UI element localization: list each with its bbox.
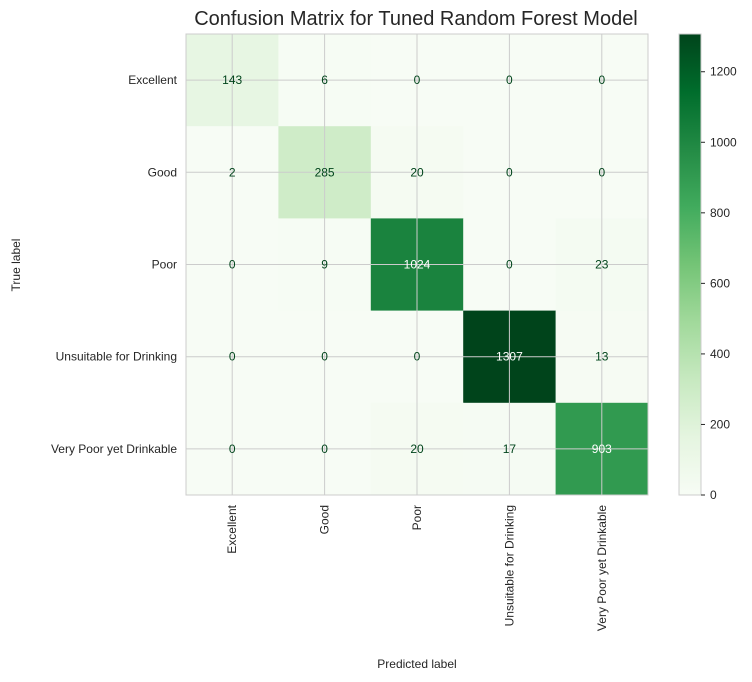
y-axis-label: True label <box>9 239 23 292</box>
cell-value-label: 0 <box>229 258 236 272</box>
cell-value-label: 0 <box>506 258 513 272</box>
x-tick-label: Poor <box>410 505 424 530</box>
cell-value-label: 17 <box>503 442 517 456</box>
cell-value-label: 13 <box>595 350 609 364</box>
cell-value-label: 0 <box>598 73 605 87</box>
cell-value-label: 9 <box>321 258 328 272</box>
cell-value-label: 20 <box>410 165 424 179</box>
gridlines <box>186 34 648 495</box>
cell-value-label: 1307 <box>496 350 523 364</box>
cell-value-label: 0 <box>414 73 421 87</box>
cell-value-label: 0 <box>506 165 513 179</box>
cell-value-label: 0 <box>229 442 236 456</box>
y-tick-labels: Excellent Good Poor Unsuitable for Drinking… <box>51 73 178 456</box>
y-tick-label: Unsuitable for Drinking <box>56 350 177 364</box>
cell-value-label: 23 <box>595 258 609 272</box>
colorbar-tick-label: 800 <box>710 206 730 220</box>
plot-frame <box>185 33 649 496</box>
cell-value-label: 20 <box>410 442 424 456</box>
cell-value-label: 0 <box>321 350 328 364</box>
colorbar <box>678 33 702 496</box>
colorbar-tick-label: 1000 <box>710 135 737 149</box>
y-tick-label: Good <box>148 165 177 179</box>
cell-value-label: 903 <box>592 442 612 456</box>
x-tick-label: Good <box>318 505 332 534</box>
colorbar-tick-label: 600 <box>710 276 730 290</box>
cell-value-label: 0 <box>414 350 421 364</box>
colorbar-tick-label: 200 <box>710 417 730 431</box>
cell-value-label: 285 <box>315 165 335 179</box>
cell-value-label: 2 <box>229 165 236 179</box>
colorbar-ticks: 0 200 400 600 800 1000 1200 <box>701 65 737 502</box>
cell-value-label: 0 <box>229 350 236 364</box>
cell-value-label: 0 <box>598 165 605 179</box>
y-tick-label: Excellent <box>128 73 177 87</box>
chart-title: Confusion Matrix for Tuned Random Forest… <box>194 8 638 30</box>
cell-value-label: 6 <box>321 73 328 87</box>
colorbar-tick-label: 400 <box>710 347 730 361</box>
colorbar-tick-label: 0 <box>710 488 717 502</box>
y-tick-label: Poor <box>152 258 177 272</box>
x-tick-label: Excellent <box>225 504 239 553</box>
x-axis-label: Predicted label <box>377 657 456 671</box>
cell-value-label: 0 <box>321 442 328 456</box>
cell-values: 143 6 0 0 0 2 285 20 0 0 0 9 1024 0 23 0 0 0 1307 13 0 0 20 17 9… <box>222 73 612 456</box>
cell-value-label: 143 <box>222 73 242 87</box>
x-tick-labels: Excellent Good Poor Unsuitable for Drinking… <box>225 504 609 631</box>
cell-value-label: 1024 <box>404 258 431 272</box>
y-tick-label: Very Poor yet Drinkable <box>51 442 177 456</box>
x-tick-label: Unsuitable for Drinking <box>502 505 516 626</box>
cell-value-label: 0 <box>506 73 513 87</box>
x-tick-label: Very Poor yet Drinkable <box>595 505 609 631</box>
colorbar-tick-label: 1200 <box>710 65 737 79</box>
